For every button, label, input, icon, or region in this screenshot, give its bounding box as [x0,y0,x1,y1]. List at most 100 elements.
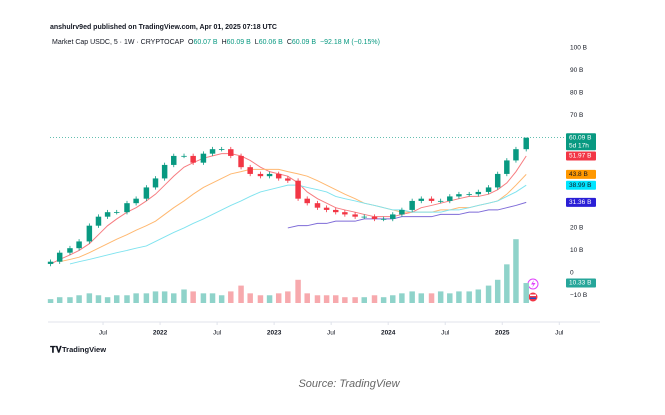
volume-bar [67,297,73,303]
candle-body [380,218,387,220]
price-badge [566,169,596,179]
volume-bar [332,295,339,303]
legend-key: C [287,39,292,46]
x-tick-label: 2025 [495,330,510,337]
volume-bar [56,297,63,303]
volume-bar [447,293,453,303]
volume-bar [314,295,321,303]
x-tick-label: 2022 [153,330,168,337]
volume-bar [409,291,415,303]
candle-body [67,248,73,253]
volume-bar [200,293,207,303]
candle-body [494,173,501,188]
volume-bar [113,295,120,303]
price-badge-label: 51.97 B [569,153,591,160]
volume-bar [228,291,234,303]
volume-icons [527,278,539,303]
price-badge-countdown: 5d 17h [569,142,589,149]
volume-bar [143,293,150,303]
volume-bar [152,291,159,303]
volume-bar [133,293,139,303]
candle-body [428,198,435,201]
source-caption: Source: TradingView [298,378,400,390]
x-tick-label: Jul [327,330,336,337]
volume-bar [513,239,519,303]
price-badge-label: 10.33 B [569,280,591,287]
volume-bar [428,293,435,303]
x-tick-label: Jul [213,330,222,337]
candle-body [218,149,225,150]
candle-body [238,155,244,168]
candle-body [209,149,216,154]
y-tick-label: 10 B [570,247,583,254]
y-tick-label: 90 B [570,67,583,74]
x-tick-label: Jul [99,330,108,337]
x-tick-label: 2023 [267,330,282,337]
y-tick-label: 80 B [570,90,583,97]
flag-stripe [530,294,536,296]
volume-bar [218,295,225,303]
legend-key: O [188,39,194,46]
volume-bar [285,291,291,303]
legend-symbol: Market Cap USDC, 5 · 1W · CRYPTOCAP [52,39,184,46]
legend-change: −92.18 M (−0.15%) [320,39,380,46]
candle-body [171,155,177,165]
price-badge-label: 43.8 B [569,171,588,178]
candle-body [504,160,510,174]
volume-bar [304,293,310,303]
price-badge-label: 31.36 B [569,199,591,206]
volume-bar [323,295,330,303]
volume-bar [494,279,501,303]
candle-body [275,173,282,179]
volume-bar [399,293,405,303]
y-tick-label: 0 [570,270,574,277]
candle-body [513,149,519,161]
volume-bar [380,297,387,303]
price-badge [566,151,596,161]
candle-body [257,173,264,177]
candle-body [143,187,150,199]
flag-icon [527,291,539,303]
candle-body [399,209,405,215]
volume-bar [266,295,273,303]
price-badge-label: 38.99 B [569,182,591,189]
legend-key: H [222,39,227,46]
candle-body [342,212,348,215]
volume-bar [161,291,168,303]
volume-bar [257,295,264,303]
legend-value: 60.07 B [193,39,217,46]
volume-bar [504,264,510,303]
candle-body [352,214,358,217]
candle-body [95,216,102,226]
candle-body [332,209,339,213]
volume-bar [209,293,216,303]
price-badge [566,278,596,288]
x-tick-label: Jul [555,330,564,337]
legend-value: 60.09 B [292,39,316,46]
volume-bar [124,295,130,303]
candle-body [390,214,396,219]
volume-bar [247,293,253,303]
flag-stripe [530,297,536,299]
candle-body [323,207,330,210]
volume-bar [485,285,492,303]
moving-average-line [50,153,527,265]
candle-body [161,164,168,179]
volume-bar [475,289,482,303]
candle-body [124,203,130,213]
candle-body [314,203,321,208]
volume-bar [86,293,93,303]
brand-name: TradingView [62,345,106,354]
y-tick-label: −10 B [570,292,587,299]
volume-bar [361,297,367,303]
candle-body [285,178,291,181]
price-badge [566,133,596,151]
candle-body [152,178,159,188]
volume-bar [171,293,177,303]
legend-value: 60.09 B [227,39,251,46]
plot-area [47,137,565,303]
y-tick-label: 100 B [570,45,587,52]
volume-bar [95,295,102,303]
